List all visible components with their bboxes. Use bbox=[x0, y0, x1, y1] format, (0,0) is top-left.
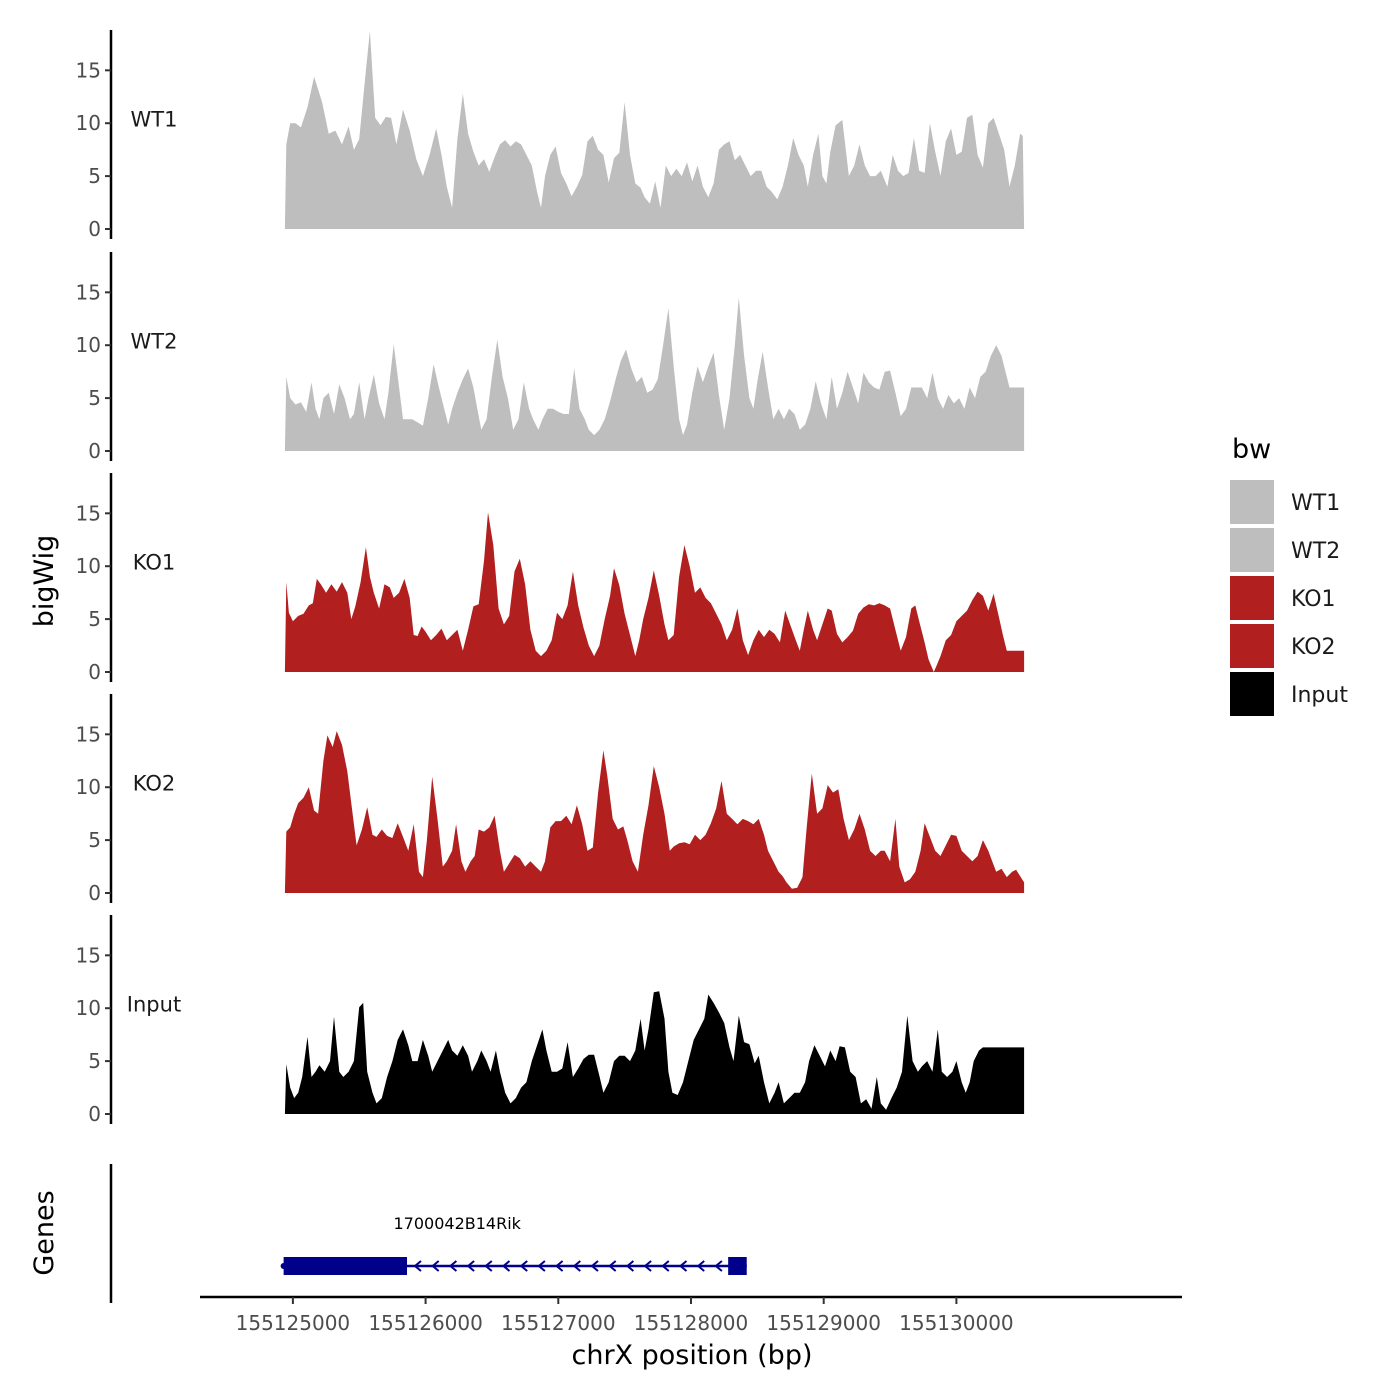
y-tick-label: 5 bbox=[88, 386, 101, 410]
legend-swatch bbox=[1230, 672, 1274, 716]
y-tick-label: 10 bbox=[76, 554, 101, 578]
gene-exon bbox=[283, 1257, 408, 1275]
legend-label: KO1 bbox=[1291, 587, 1336, 612]
y-tick-label: 0 bbox=[88, 217, 101, 241]
legend-swatch bbox=[1230, 528, 1274, 572]
track-label: KO1 bbox=[133, 550, 176, 574]
legend-title: bw bbox=[1232, 434, 1271, 465]
y-tick-label: 15 bbox=[76, 58, 101, 82]
strand-arrow bbox=[590, 1260, 599, 1272]
legend-label: KO2 bbox=[1291, 635, 1336, 660]
strand-arrow bbox=[555, 1260, 564, 1272]
legend-item-ko2: KO2 bbox=[1230, 624, 1336, 668]
strand-arrow bbox=[484, 1260, 493, 1272]
gene-start-point bbox=[280, 1263, 287, 1269]
y-tick-label: 10 bbox=[76, 996, 101, 1020]
track-ko2: 0 5 10 15 KO2 bbox=[76, 694, 1025, 905]
signal-area-ko2 bbox=[284, 731, 1025, 893]
x-tick-label: 155130000 bbox=[899, 1311, 1014, 1335]
track-ko1: 0 5 10 15 KO1 bbox=[76, 473, 1025, 684]
track-input: 0 5 10 15 Input bbox=[76, 915, 1025, 1126]
y-tick-label: 15 bbox=[76, 280, 101, 304]
strand-arrow bbox=[643, 1260, 652, 1272]
legend-item-wt2: WT2 bbox=[1230, 528, 1340, 572]
legend-label: Input bbox=[1291, 683, 1348, 708]
strand-arrow bbox=[696, 1260, 705, 1272]
y-tick-label: 10 bbox=[76, 111, 101, 135]
x-tick-label: 155126000 bbox=[368, 1311, 483, 1335]
strand-arrow bbox=[537, 1260, 546, 1272]
legend-item-ko1: KO1 bbox=[1230, 576, 1336, 620]
signal-area-wt1 bbox=[284, 31, 1025, 230]
x-tick-label: 155125000 bbox=[236, 1311, 351, 1335]
legend-item-input: Input bbox=[1230, 672, 1348, 716]
x-tick-label: 155129000 bbox=[766, 1311, 881, 1335]
strand-arrow bbox=[714, 1260, 723, 1272]
strand-arrow bbox=[413, 1260, 422, 1272]
x-tick-label: 155128000 bbox=[634, 1311, 749, 1335]
strand-arrow bbox=[625, 1260, 635, 1272]
strand-arrow bbox=[431, 1260, 440, 1272]
x-tick-label: 155127000 bbox=[501, 1311, 616, 1335]
signal-area-ko1 bbox=[284, 512, 1025, 672]
track-label: Input bbox=[127, 992, 181, 1016]
gene-label: 1700042B14Rik bbox=[393, 1214, 521, 1233]
x-axis: 155125000 155126000 155127000 155128000 1551… bbox=[200, 1295, 1182, 1335]
track-label: KO2 bbox=[133, 771, 176, 795]
y-tick-label: 15 bbox=[76, 722, 101, 746]
legend-swatch bbox=[1230, 624, 1274, 668]
y-tick-label: 10 bbox=[76, 775, 101, 799]
y-tick-label: 0 bbox=[88, 439, 101, 463]
gene-track-title: Genes bbox=[29, 1190, 60, 1275]
y-tick-label: 15 bbox=[76, 943, 101, 967]
strand-arrow bbox=[678, 1260, 688, 1272]
legend-label: WT2 bbox=[1291, 539, 1340, 564]
legend: bw WT1 WT2 KO1 KO2 Input bbox=[1230, 434, 1348, 716]
y-tick-label: 5 bbox=[88, 828, 101, 852]
legend-label: WT1 bbox=[1291, 491, 1340, 516]
gene-track: Genes 1700042B14Rik bbox=[29, 1164, 747, 1303]
strand-arrow bbox=[519, 1260, 528, 1272]
track-label: WT1 bbox=[131, 107, 178, 131]
y-axis-title-group: bigWig bbox=[29, 535, 60, 628]
y-tick-label: 5 bbox=[88, 164, 101, 188]
y-tick-label: 0 bbox=[88, 1102, 101, 1126]
strand-arrow bbox=[572, 1260, 581, 1272]
signal-area-input bbox=[284, 991, 1025, 1114]
track-wt1: 0 5 10 15 WT1 bbox=[76, 30, 1025, 241]
y-tick-label: 5 bbox=[88, 1049, 101, 1073]
y-tick-label: 10 bbox=[76, 333, 101, 357]
y-tick-label: 15 bbox=[76, 501, 101, 525]
y-tick-label: 0 bbox=[88, 881, 101, 905]
y-axis-title: bigWig bbox=[29, 535, 60, 628]
strand-arrow bbox=[501, 1260, 511, 1272]
strand-arrow bbox=[661, 1260, 670, 1272]
y-tick-label: 5 bbox=[88, 607, 101, 631]
x-axis-title: chrX position (bp) bbox=[571, 1340, 812, 1371]
track-label: WT2 bbox=[131, 329, 178, 353]
signal-area-wt2 bbox=[284, 297, 1025, 451]
strand-arrow bbox=[466, 1260, 475, 1272]
track-wt2: 0 5 10 15 WT2 bbox=[76, 252, 1025, 463]
legend-item-wt1: WT1 bbox=[1230, 480, 1340, 524]
legend-swatch bbox=[1230, 576, 1274, 620]
strand-arrow bbox=[448, 1260, 458, 1272]
bigwig-tracks: 0 5 10 15 WT1 0 5 10 15 WT2 0 5 10 15 KO1 0 5 10 15 KO2 0 5 10… bbox=[76, 30, 1025, 1126]
y-tick-label: 0 bbox=[88, 660, 101, 684]
strand-arrow bbox=[608, 1260, 617, 1272]
gene-exon bbox=[728, 1257, 747, 1275]
legend-swatch bbox=[1230, 480, 1274, 524]
